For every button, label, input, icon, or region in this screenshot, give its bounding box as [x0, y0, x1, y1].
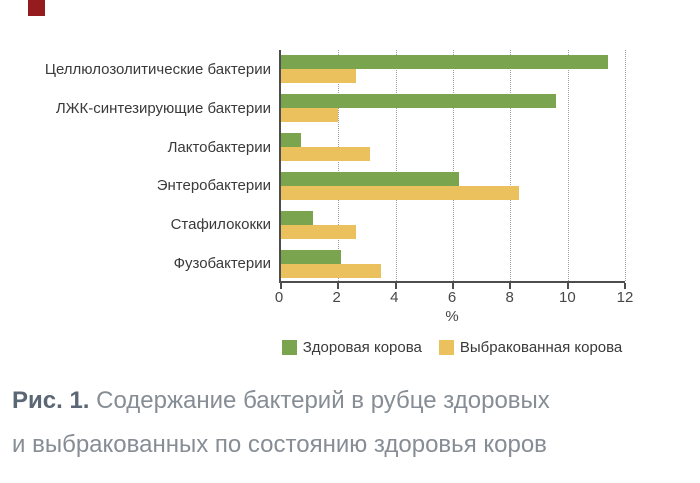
legend-swatch-1	[281, 340, 297, 355]
x-tick-label-2: 2	[332, 289, 341, 306]
category-labels: Целлюлозолитические бактерии ЛЖК-синтезир…	[0, 50, 271, 283]
category-label-1: Целлюлозолитические бактерии	[44, 60, 271, 78]
plot-area	[279, 50, 626, 289]
gridline-8	[510, 50, 512, 281]
gridline-2	[338, 50, 340, 281]
x-axis-tickmark-8	[509, 283, 512, 289]
x-axis-tickmark-10	[566, 283, 569, 289]
caption-text-2: и выбракованных по состоянию здоровья ко…	[12, 431, 547, 458]
bar-4-healthy	[281, 171, 459, 186]
gridline-12	[625, 50, 626, 281]
legend-item-1: Здоровая корова	[281, 339, 422, 356]
legend: Здоровая корова Выбракованная корова	[279, 339, 625, 356]
x-axis-tickmark-4	[394, 283, 397, 289]
bar-3-culled	[281, 147, 370, 162]
bar-row-3	[281, 128, 625, 167]
x-tick-label-4: 4	[390, 289, 399, 306]
bar-6-culled	[281, 263, 382, 278]
bar-row-2	[281, 89, 625, 128]
legend-label-2: Выбракованная корова	[459, 339, 623, 356]
x-axis-label: %	[445, 308, 459, 325]
category-label-5: Стафилококки	[170, 216, 271, 234]
bar-5-healthy	[281, 210, 313, 225]
bar-row-6	[281, 244, 625, 283]
bar-4-culled	[281, 185, 519, 200]
x-axis-tickmark-12	[624, 283, 626, 289]
bar-5-culled	[281, 224, 356, 239]
bar-2-culled	[281, 108, 339, 123]
category-label-6: Фузобактерии	[173, 255, 271, 273]
bar-3-healthy	[281, 133, 302, 148]
bar-1-culled	[281, 69, 356, 84]
category-label-2: ЛЖК-синтезирующие бактерии	[55, 99, 271, 117]
bar-row-4	[281, 167, 625, 206]
corner-marker	[28, 0, 45, 16]
gridline-6	[453, 50, 454, 281]
gridline-4	[395, 50, 397, 281]
x-tick-label-6: 6	[447, 289, 457, 306]
caption-line-2: и выбракованных по состоянию здоровья ко…	[12, 423, 672, 467]
x-tick-label-12: 12	[616, 289, 634, 306]
bar-1-healthy	[281, 55, 608, 70]
figure-caption: Рис. 1. Содержание бактерий в рубце здор…	[12, 379, 672, 467]
category-label-4: Энтеробактерии	[156, 177, 271, 195]
caption-text-1: Содержание бактерий в рубце здоровых	[96, 387, 550, 414]
x-tick-label-8: 8	[505, 289, 514, 306]
legend-label-1: Здоровая корова	[302, 339, 422, 356]
legend-item-2: Выбракованная корова	[438, 339, 623, 356]
gridline-10	[567, 50, 569, 281]
bar-row-5	[281, 205, 625, 244]
x-axis-tickmark-2	[337, 283, 340, 289]
category-label-3: Лактобактерии	[167, 138, 271, 156]
x-tick-label-0: 0	[274, 289, 284, 306]
x-axis-tickmark-6	[452, 283, 454, 289]
x-axis-tickmark-0	[280, 283, 282, 289]
legend-swatch-2	[438, 340, 454, 355]
caption-prefix: Рис. 1.	[12, 387, 90, 414]
caption-line-1: Рис. 1. Содержание бактерий в рубце здор…	[12, 379, 672, 423]
x-tick-label-10: 10	[558, 289, 576, 306]
bar-6-healthy	[281, 249, 342, 264]
bar-row-1	[281, 50, 625, 89]
bar-2-healthy	[281, 94, 557, 109]
